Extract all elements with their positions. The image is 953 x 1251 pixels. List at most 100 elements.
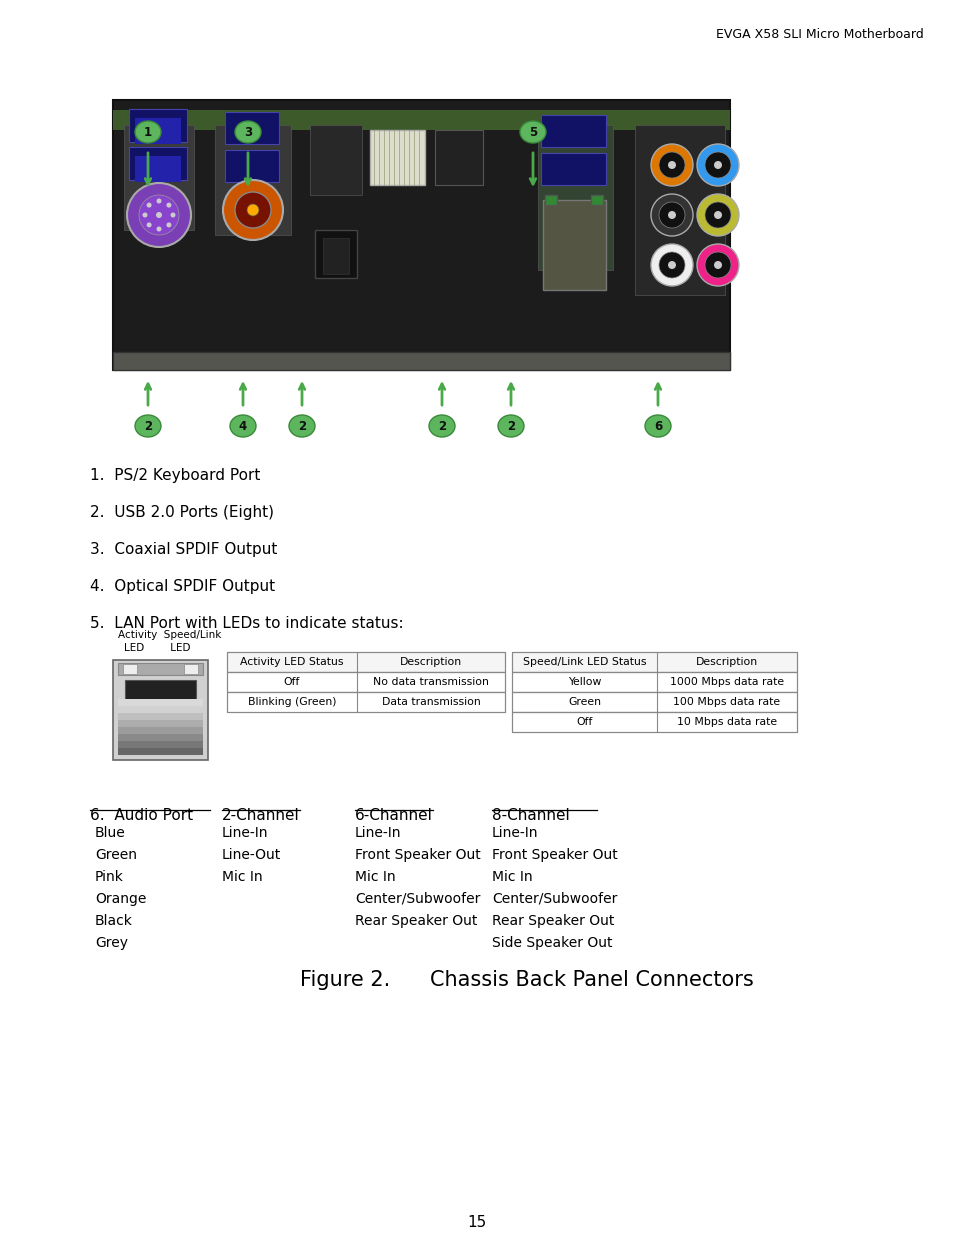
Circle shape xyxy=(659,251,684,278)
Bar xyxy=(129,109,187,143)
Text: Rear Speaker Out: Rear Speaker Out xyxy=(355,914,476,928)
Circle shape xyxy=(142,213,148,218)
Text: Blue: Blue xyxy=(95,826,126,839)
Text: Yellow: Yellow xyxy=(567,677,600,687)
Circle shape xyxy=(659,153,684,178)
Text: No data transmission: No data transmission xyxy=(373,677,489,687)
Bar xyxy=(370,130,424,185)
Ellipse shape xyxy=(234,121,261,143)
Circle shape xyxy=(147,223,152,228)
Bar xyxy=(227,652,504,672)
Text: Front Speaker Out: Front Speaker Out xyxy=(492,848,618,862)
Text: 2.  USB 2.0 Ports (Eight): 2. USB 2.0 Ports (Eight) xyxy=(90,505,274,520)
Circle shape xyxy=(659,201,684,228)
Circle shape xyxy=(156,211,162,218)
Bar xyxy=(112,100,729,370)
Text: 4.  Optical SPDIF Output: 4. Optical SPDIF Output xyxy=(90,579,274,594)
Text: Chassis Back Panel Connectors: Chassis Back Panel Connectors xyxy=(430,970,753,990)
Text: 2: 2 xyxy=(144,419,152,433)
Bar xyxy=(118,721,203,727)
Text: Activity  Speed/Link: Activity Speed/Link xyxy=(118,631,221,641)
Text: Line-In: Line-In xyxy=(355,826,401,839)
Bar xyxy=(123,664,137,674)
Ellipse shape xyxy=(135,121,161,143)
Bar xyxy=(310,125,361,195)
Text: Green: Green xyxy=(95,848,137,862)
Text: Grey: Grey xyxy=(95,936,128,950)
Text: Data transmission: Data transmission xyxy=(381,697,480,707)
Text: 4: 4 xyxy=(238,419,247,433)
Text: Center/Subwoofer: Center/Subwoofer xyxy=(492,892,617,906)
Bar xyxy=(227,652,504,672)
Bar xyxy=(227,692,504,712)
Bar xyxy=(124,125,193,230)
Text: 15: 15 xyxy=(467,1215,486,1230)
Ellipse shape xyxy=(644,415,670,437)
Text: LED        LED: LED LED xyxy=(124,643,191,653)
Bar xyxy=(227,672,504,692)
Text: Orange: Orange xyxy=(95,892,146,906)
Ellipse shape xyxy=(135,415,161,437)
Bar xyxy=(635,125,724,295)
Text: 1: 1 xyxy=(144,125,152,139)
Bar xyxy=(112,661,208,761)
Circle shape xyxy=(139,195,179,235)
Circle shape xyxy=(704,251,730,278)
Text: Description: Description xyxy=(695,657,758,667)
Ellipse shape xyxy=(429,415,455,437)
Text: Green: Green xyxy=(567,697,600,707)
Bar xyxy=(512,672,796,692)
Circle shape xyxy=(247,204,258,216)
Text: Blinking (Green): Blinking (Green) xyxy=(248,697,335,707)
Circle shape xyxy=(704,201,730,228)
Bar xyxy=(118,713,203,721)
Text: 6: 6 xyxy=(653,419,661,433)
Bar xyxy=(225,113,278,144)
Text: Line-Out: Line-Out xyxy=(222,848,281,862)
Bar xyxy=(118,706,203,713)
Circle shape xyxy=(127,183,191,246)
Text: 10 Mbps data rate: 10 Mbps data rate xyxy=(677,717,777,727)
Text: 1000 Mbps data rate: 1000 Mbps data rate xyxy=(669,677,783,687)
Bar xyxy=(323,238,349,274)
Text: Pink: Pink xyxy=(95,869,124,884)
Circle shape xyxy=(713,161,721,169)
Bar xyxy=(118,727,203,734)
Circle shape xyxy=(171,213,175,218)
Ellipse shape xyxy=(519,121,545,143)
Circle shape xyxy=(697,194,739,236)
Circle shape xyxy=(697,244,739,286)
Text: 1.  PS/2 Keyboard Port: 1. PS/2 Keyboard Port xyxy=(90,468,260,483)
Text: 2: 2 xyxy=(506,419,515,433)
Text: 6.  Audio Port: 6. Audio Port xyxy=(90,808,193,823)
Bar xyxy=(129,148,187,180)
Bar xyxy=(544,195,557,205)
Bar xyxy=(537,125,613,270)
Text: Off: Off xyxy=(283,677,300,687)
Bar xyxy=(184,664,198,674)
Circle shape xyxy=(667,161,676,169)
Text: Mic In: Mic In xyxy=(355,869,395,884)
Text: 3.  Coaxial SPDIF Output: 3. Coaxial SPDIF Output xyxy=(90,542,277,557)
Bar xyxy=(214,125,291,235)
Text: 2-Channel: 2-Channel xyxy=(222,808,299,823)
Text: 6-Channel: 6-Channel xyxy=(355,808,433,823)
Bar xyxy=(314,230,356,278)
Text: Speed/Link LED Status: Speed/Link LED Status xyxy=(522,657,645,667)
Circle shape xyxy=(713,211,721,219)
Text: Mic In: Mic In xyxy=(222,869,262,884)
Bar xyxy=(125,681,195,716)
Bar xyxy=(512,712,796,732)
Text: Off: Off xyxy=(576,717,592,727)
Text: Side Speaker Out: Side Speaker Out xyxy=(492,936,612,950)
Text: Description: Description xyxy=(399,657,461,667)
Bar xyxy=(135,156,181,181)
Text: Rear Speaker Out: Rear Speaker Out xyxy=(492,914,614,928)
Text: Mic In: Mic In xyxy=(492,869,532,884)
Text: Front Speaker Out: Front Speaker Out xyxy=(355,848,480,862)
Circle shape xyxy=(223,180,283,240)
Bar xyxy=(118,741,203,748)
Bar xyxy=(118,663,203,676)
Bar xyxy=(435,130,482,185)
Bar xyxy=(118,748,203,756)
